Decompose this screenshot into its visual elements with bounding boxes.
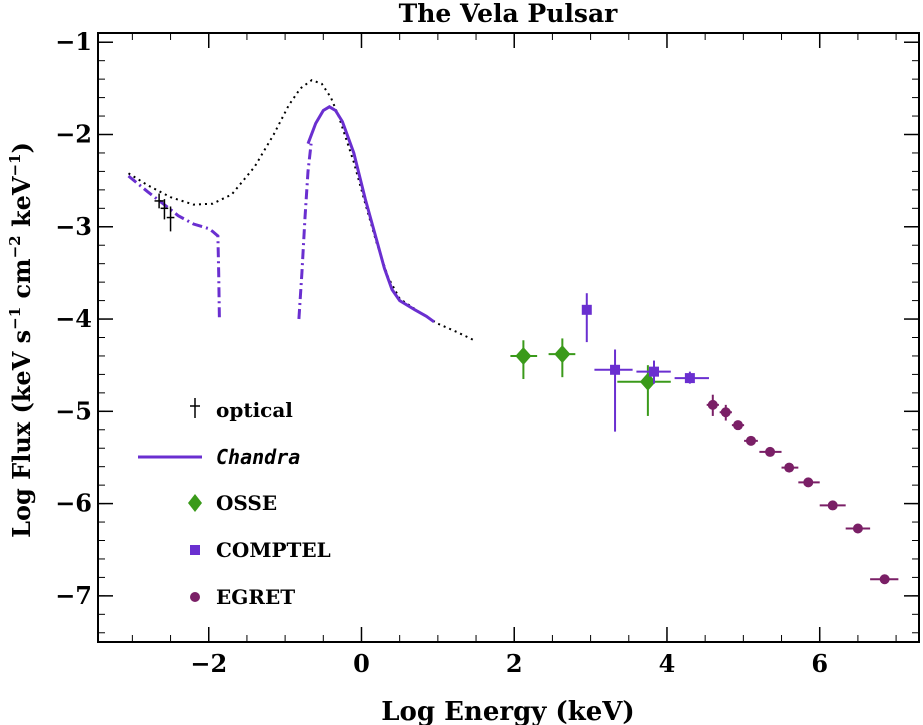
legend-item-egret: EGRET — [190, 585, 295, 609]
y-axis-label: Log Flux (keV s−1 cm−2 keV−1) — [6, 142, 36, 538]
y-label-sup: −1 — [6, 307, 24, 330]
legend-label-optical: optical — [216, 398, 293, 422]
y-label-part: cm — [7, 258, 36, 306]
egret-point-marker — [765, 446, 776, 457]
y-tick-label: −6 — [55, 489, 92, 518]
chandra-dashdot-curve — [297, 143, 313, 320]
egret-point-marker — [732, 420, 743, 431]
comptel-point-marker — [581, 304, 592, 315]
egret-point-marker — [827, 500, 838, 511]
data-points — [154, 193, 899, 585]
y-label-part: ) — [7, 142, 36, 153]
y-label-part: keV — [7, 176, 36, 235]
x-tick-label: 0 — [353, 649, 370, 678]
y-tick-label: −4 — [55, 304, 92, 333]
legend-osse-marker — [188, 494, 202, 512]
egret-point-marker — [852, 523, 863, 534]
x-axis-label: Log Energy (keV) — [381, 697, 635, 725]
x-axis-ticks: −2 0 2 4 6 — [131, 33, 897, 678]
comptel-point-marker — [610, 364, 621, 375]
egret-point-marker — [745, 435, 756, 446]
chandra-dashdot-optical-curve — [127, 174, 221, 320]
x-tick-label: 2 — [506, 649, 523, 678]
egret-point-marker — [720, 407, 731, 418]
legend-label-egret: EGRET — [216, 585, 295, 609]
y-axis-ticks: −1 −2 −3 −4 −5 −6 −7 — [55, 27, 919, 634]
comptel-point-marker — [684, 373, 695, 384]
x-tick-label: 4 — [659, 649, 676, 678]
chart-title: The Vela Pulsar — [399, 0, 619, 28]
y-label-sup: −2 — [6, 235, 24, 258]
osse-point-marker — [554, 345, 571, 364]
egret-point-marker — [803, 477, 814, 488]
model-curves — [127, 78, 477, 343]
legend-item-chandra: Chandra — [138, 445, 300, 469]
legend-label-chandra: Chandra — [216, 445, 300, 469]
y-tick-label: −7 — [55, 581, 92, 610]
egret-point-marker — [707, 399, 718, 410]
legend-comptel-marker — [190, 545, 200, 555]
osse-point-marker — [515, 346, 532, 365]
x-tick-label: 6 — [811, 649, 828, 678]
legend-label-osse: OSSE — [216, 491, 277, 515]
egret-point-marker — [879, 574, 890, 585]
y-tick-label: −3 — [55, 212, 92, 241]
y-tick-label: −1 — [55, 27, 92, 56]
legend: optical Chandra OSSE COMPTEL EGRET — [138, 398, 331, 609]
legend-item-osse: OSSE — [188, 491, 277, 515]
y-label-part: Log Flux (keV s — [7, 330, 36, 538]
y-label-sup: −1 — [6, 154, 24, 177]
legend-egret-marker — [190, 592, 200, 602]
y-tick-label: −2 — [55, 120, 92, 149]
y-tick-label: −5 — [55, 396, 92, 425]
legend-label-comptel: COMPTEL — [216, 538, 331, 562]
legend-item-comptel: COMPTEL — [190, 538, 331, 562]
osse-point-marker — [639, 372, 656, 391]
legend-optical-marker — [190, 398, 200, 418]
legend-item-optical: optical — [190, 398, 293, 422]
model-dotted-curve — [127, 78, 477, 343]
x-tick-label: −2 — [190, 649, 227, 678]
chandra-solid-curve — [306, 105, 435, 324]
egret-point-marker — [784, 462, 795, 473]
comptel-point-marker — [648, 366, 659, 377]
